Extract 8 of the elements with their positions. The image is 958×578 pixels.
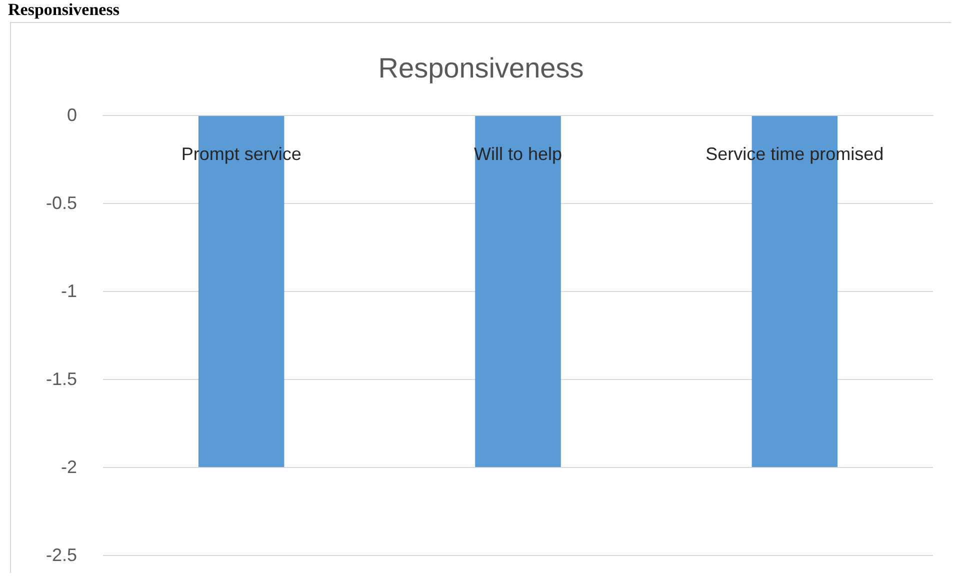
y-tick-label: -2.5: [46, 545, 77, 565]
chart-title: Responsiveness: [378, 52, 584, 84]
y-tick-label: -0.5: [46, 193, 77, 213]
y-tick-label: -1: [60, 281, 77, 301]
y-tick-label: -2: [60, 457, 77, 477]
y-tick-label: 0: [66, 105, 77, 125]
text: Responsiveness: [8, 0, 120, 20]
y-tick-label: -1.5: [46, 369, 77, 389]
